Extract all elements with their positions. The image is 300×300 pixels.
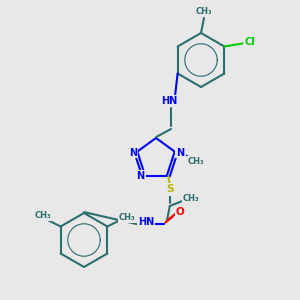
Text: CH₃: CH₃ [118, 213, 135, 222]
Text: HN: HN [161, 95, 178, 106]
Text: CH₃: CH₃ [34, 212, 51, 220]
Text: CH₃: CH₃ [182, 194, 199, 203]
Text: S: S [166, 184, 174, 194]
Text: O: O [176, 207, 185, 217]
Text: N: N [136, 171, 145, 181]
Text: CH₃: CH₃ [196, 8, 212, 16]
Text: CH₃: CH₃ [187, 157, 204, 166]
Text: N: N [129, 148, 137, 158]
Text: HN: HN [138, 218, 154, 227]
Text: N: N [176, 148, 184, 158]
Text: Cl: Cl [244, 37, 255, 47]
